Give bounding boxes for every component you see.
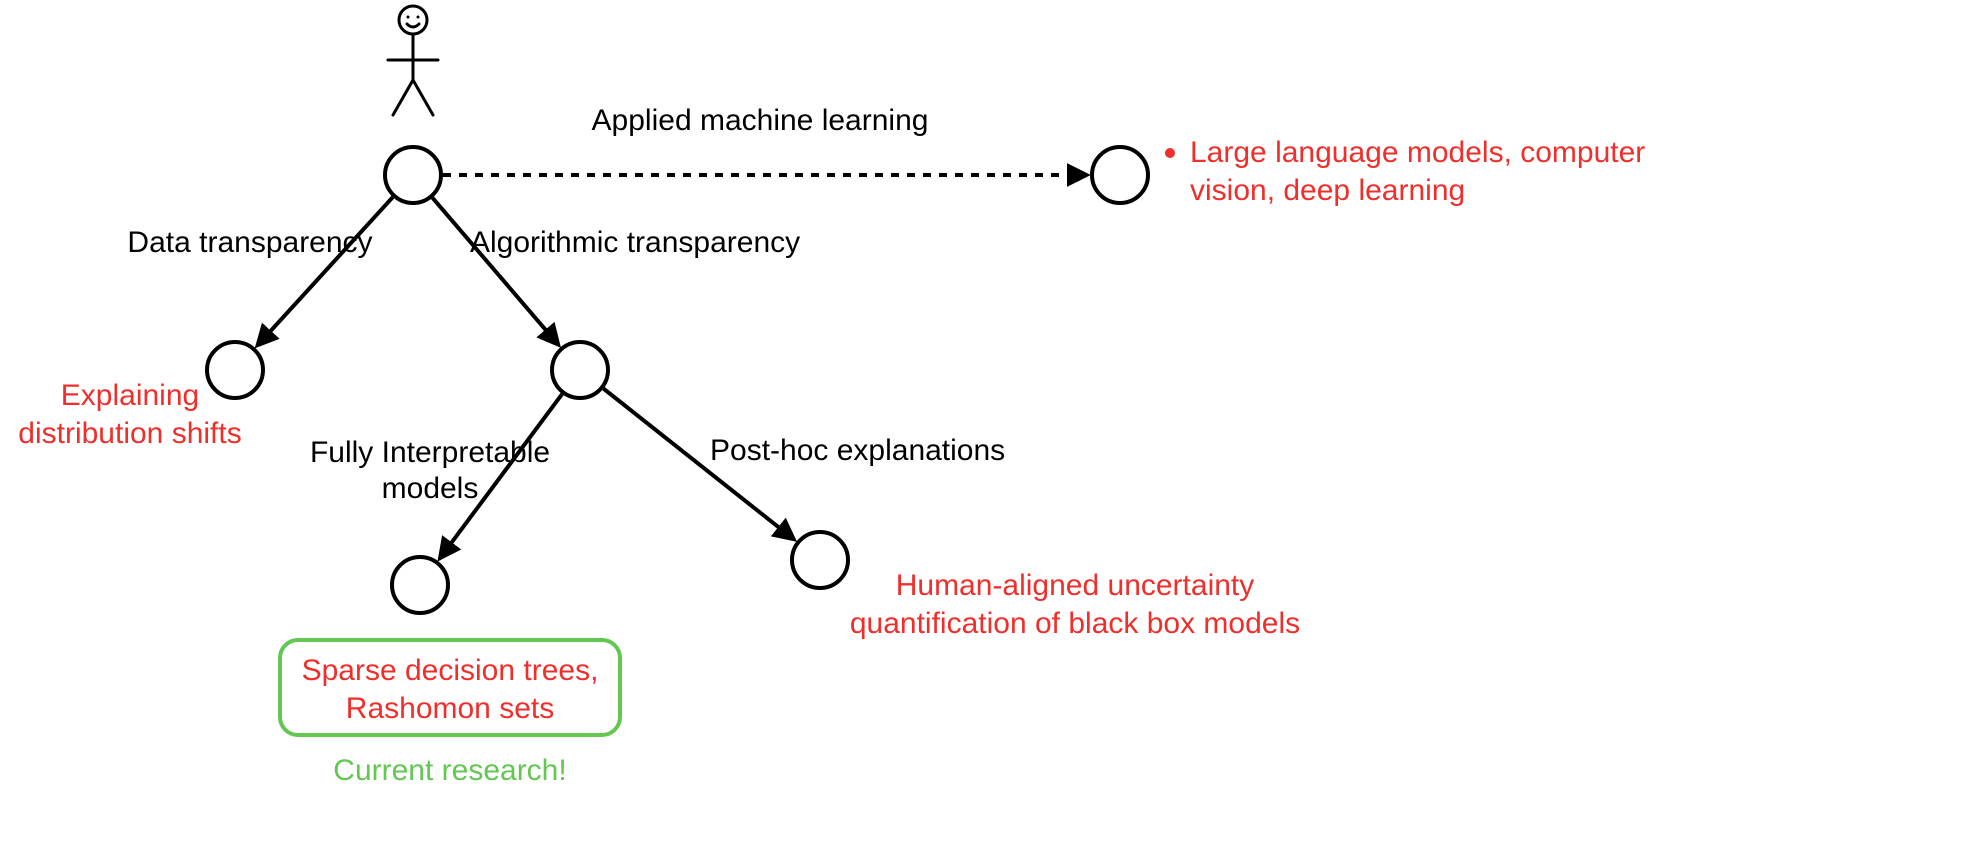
current-research-label: Current research! xyxy=(333,754,566,787)
annotation-data_label-line1: distribution shifts xyxy=(18,417,241,450)
annotation-data_label-line0: Explaining xyxy=(61,379,199,412)
stick-figure-icon xyxy=(388,6,438,115)
node-algo xyxy=(552,342,608,398)
node-posthoc xyxy=(792,532,848,588)
edge-label-root-applied: Applied machine learning xyxy=(592,104,929,137)
annotation-data_label: Explaining distribution shifts xyxy=(18,379,241,450)
annotation-posthoc_label: Human-aligned uncertainty quantification … xyxy=(850,569,1300,640)
node-applied xyxy=(1092,147,1148,203)
annotation-posthoc_label-line1: quantification of black box models xyxy=(850,607,1300,640)
node-root xyxy=(385,147,441,203)
edge-label-root-algo: Algorithmic transparency xyxy=(470,226,800,259)
edge-root-algo xyxy=(433,198,558,344)
annotation-posthoc_label-line0: Human-aligned uncertainty xyxy=(896,569,1255,602)
edge-label-root-data: Data transparency xyxy=(127,226,372,259)
node-interp xyxy=(392,557,448,613)
edge-label-algo-interp: Fully Interpretablemodels xyxy=(310,436,550,505)
highlight-box-line1: Rashomon sets xyxy=(346,692,554,725)
edge-label-algo-posthoc: Post-hoc explanations xyxy=(710,434,1005,467)
highlight-box-line0: Sparse decision trees, xyxy=(302,654,599,687)
node-data xyxy=(207,342,263,398)
annotation-applied_bullet: Large language models, computer vision, d… xyxy=(1165,136,1645,207)
edge-root-data xyxy=(258,197,393,345)
annotation-applied_bullet-line1: vision, deep learning xyxy=(1190,174,1465,207)
annotation-applied_bullet-line0: Large language models, computer xyxy=(1190,136,1645,169)
